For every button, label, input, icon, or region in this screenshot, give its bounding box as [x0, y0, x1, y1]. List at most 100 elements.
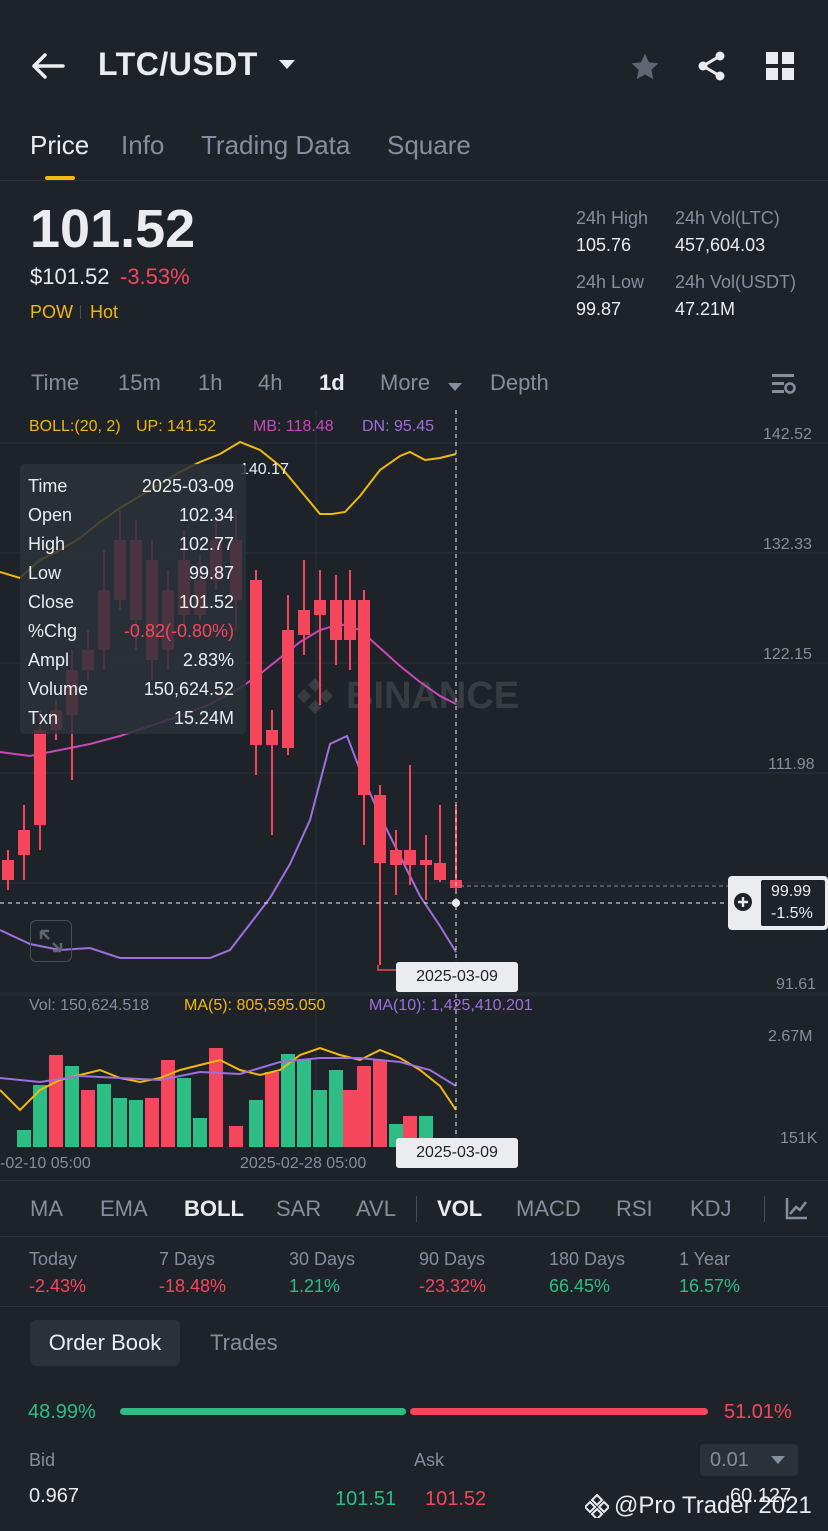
tab-price[interactable]: Price: [30, 130, 90, 160]
fiat-price: $101.52: [30, 264, 110, 289]
tt-key: Close: [28, 592, 75, 612]
volume-bar: [129, 1100, 143, 1147]
more-caret-icon[interactable]: [448, 379, 462, 397]
volume-bar: [193, 1118, 207, 1147]
bid-ratio-bar: [120, 1408, 406, 1415]
precision-select[interactable]: 0.01: [700, 1444, 798, 1476]
plus-circle-icon[interactable]: [733, 892, 753, 917]
volume-bar: [33, 1085, 47, 1147]
tt-val: 101.52: [178, 592, 234, 612]
ind-rsi[interactable]: RSI: [616, 1196, 653, 1221]
candle-body: [420, 860, 432, 865]
ind-avl[interactable]: AVL: [356, 1196, 396, 1221]
ind-ema[interactable]: EMA: [100, 1196, 148, 1221]
interval-1h[interactable]: 1h: [198, 370, 223, 395]
interval-4h[interactable]: 4h: [258, 370, 283, 395]
tt-key: Volume: [28, 679, 89, 699]
tab-trades[interactable]: Trades: [210, 1330, 278, 1355]
divider: [0, 180, 828, 181]
expand-chart-button[interactable]: [30, 920, 72, 962]
tag-hot[interactable]: Hot: [90, 302, 119, 322]
ind-vol[interactable]: VOL: [437, 1196, 483, 1221]
ind-boll[interactable]: BOLL: [184, 1196, 244, 1221]
pair-title[interactable]: LTC/USDT: [98, 46, 258, 82]
stat-vol-usdt: 47.21M: [675, 299, 736, 319]
perf-label: 30 Days: [289, 1249, 356, 1269]
candle-body: [314, 600, 326, 615]
interval-1d[interactable]: 1d: [319, 370, 345, 395]
vol-label: Vol: 150,624.518: [29, 997, 150, 1014]
price-change: -3.53%: [120, 264, 190, 289]
vol-axis-top: 2.67M: [768, 1028, 813, 1045]
ind-divider: [764, 1196, 765, 1222]
interval-depth[interactable]: Depth: [490, 370, 549, 395]
perf-value: -23.32%: [419, 1276, 487, 1296]
volume-bar: [357, 1066, 371, 1147]
price-axis-label: 132.33: [763, 536, 812, 553]
indicator-settings-icon[interactable]: [785, 1196, 809, 1225]
bid-price[interactable]: 101.51: [335, 1488, 397, 1510]
tt-val: 102.77: [178, 534, 234, 554]
divider: [0, 1306, 828, 1307]
divider: [0, 1236, 828, 1237]
tab-order-book[interactable]: Order Book: [30, 1320, 180, 1366]
ask-ratio: 51.01%: [724, 1401, 792, 1423]
chart-settings-icon[interactable]: [770, 372, 796, 401]
ask-price[interactable]: 101.52: [425, 1488, 487, 1510]
ind-sar[interactable]: SAR: [276, 1196, 322, 1221]
ind-divider: [416, 1196, 417, 1222]
volume-bar: [373, 1060, 387, 1147]
precision-value: 0.01: [710, 1448, 749, 1471]
time-axis-label: -02-10 05:00: [0, 1155, 91, 1172]
crosshair-date-label: 2025-03-09: [396, 962, 518, 992]
share-button[interactable]: [692, 46, 732, 86]
volume-bar: [297, 1060, 311, 1147]
vol-axis-bottom: 151K: [780, 1130, 818, 1147]
share-icon: [698, 51, 725, 81]
price-axis-label: 122.15: [763, 646, 812, 663]
peak-price-label: 140.17: [240, 461, 289, 478]
tt-val: 2.83%: [182, 650, 234, 670]
expand-icon: [39, 929, 63, 953]
ind-macd[interactable]: MACD: [516, 1196, 581, 1221]
bid-qty: 0.967: [29, 1485, 80, 1507]
stat-low-label: 24h Low: [576, 272, 645, 292]
volume-bar: [49, 1055, 63, 1147]
tab-trading-data[interactable]: Trading Data: [201, 130, 351, 160]
chevron-down-icon[interactable]: [278, 58, 296, 76]
tt-val: 15.24M: [173, 708, 234, 728]
tt-val: 2025-03-09: [141, 476, 234, 496]
volume-bar: [265, 1072, 279, 1147]
stat-high-label: 24h High: [576, 208, 649, 228]
star-icon: [631, 53, 659, 80]
back-button[interactable]: [28, 46, 68, 86]
perf-value: -2.43%: [29, 1276, 87, 1296]
perf-value: 66.45%: [549, 1276, 611, 1296]
volume-bar: [113, 1098, 127, 1147]
tag-pow[interactable]: POW: [30, 302, 73, 322]
boll-lower-line: [0, 734, 457, 959]
volume-bar: [249, 1100, 263, 1147]
svg-text:BINANCE: BINANCE: [346, 675, 519, 717]
bid-header: Bid: [29, 1450, 56, 1470]
ind-kdj[interactable]: KDJ: [690, 1196, 732, 1221]
volume-bar: [81, 1090, 95, 1147]
watermark-text: @Pro Trader 2021: [614, 1492, 812, 1519]
favorite-button[interactable]: [626, 48, 664, 86]
current-price-box: [760, 879, 826, 927]
volume-bar: [343, 1090, 357, 1147]
candle-body: [2, 860, 14, 880]
boll-mb: MB: 118.48: [253, 418, 334, 435]
interval-time[interactable]: Time: [31, 370, 80, 395]
tab-square[interactable]: Square: [387, 130, 471, 160]
interval-more[interactable]: More: [380, 370, 431, 395]
grid-menu-button[interactable]: [762, 48, 798, 84]
perf-value: -18.48%: [159, 1276, 227, 1296]
interval-15m[interactable]: 15m: [118, 370, 161, 395]
candle-body: [282, 630, 294, 748]
perf-label: 90 Days: [419, 1249, 486, 1269]
tab-info[interactable]: Info: [121, 130, 165, 160]
bid-ratio: 48.99%: [28, 1401, 96, 1423]
ind-ma[interactable]: MA: [30, 1196, 63, 1221]
stat-low: 99.87: [576, 299, 622, 319]
